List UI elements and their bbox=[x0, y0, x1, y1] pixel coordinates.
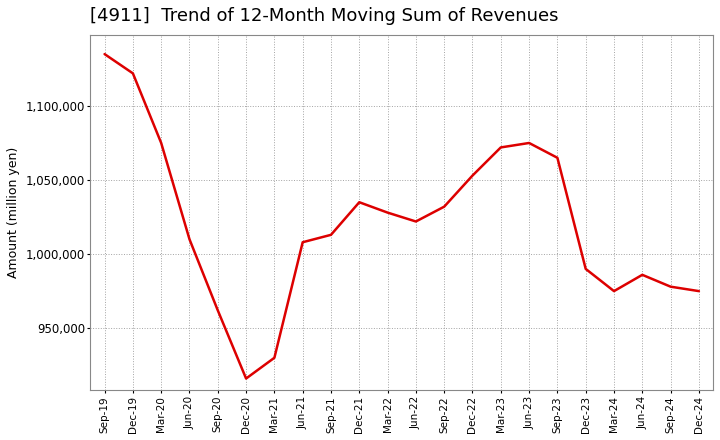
Y-axis label: Amount (million yen): Amount (million yen) bbox=[7, 147, 20, 278]
Text: [4911]  Trend of 12-Month Moving Sum of Revenues: [4911] Trend of 12-Month Moving Sum of R… bbox=[91, 7, 559, 25]
